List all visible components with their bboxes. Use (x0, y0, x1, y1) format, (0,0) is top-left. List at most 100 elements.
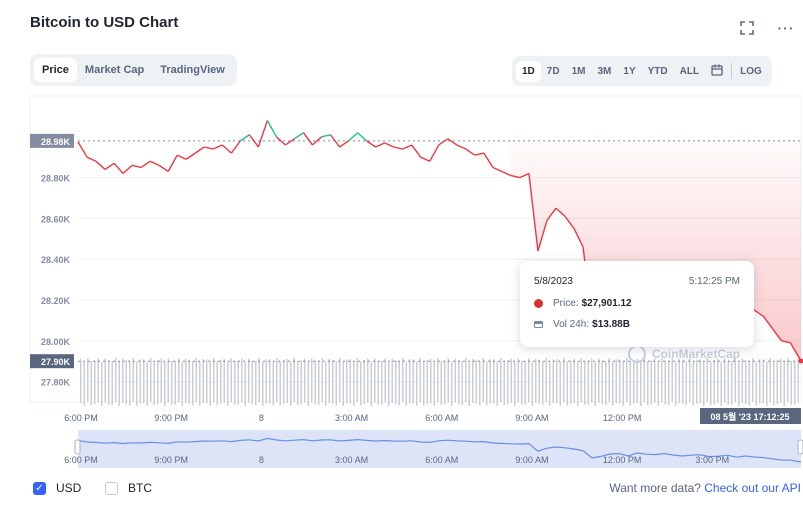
price-line-segment (501, 170, 512, 177)
volume-bar (598, 358, 600, 403)
volume-bar (160, 358, 162, 403)
volume-bar (192, 361, 194, 406)
range-all[interactable]: ALL (679, 65, 700, 77)
volume-bar (517, 358, 519, 403)
navigator-right-handle (797, 439, 803, 455)
price-line-segment (294, 132, 304, 140)
range-1y[interactable]: 1Y (623, 65, 636, 77)
price-line-segment (375, 142, 385, 148)
tab-market-cap[interactable]: Market Cap (84, 64, 145, 76)
usd-toggle[interactable]: ✓ USD (33, 481, 81, 495)
price-tooltip: 5/8/2023 5:12:25 PM Price: $27,901.12 Vo… (520, 261, 754, 347)
price-line-segment (474, 152, 484, 156)
volume-bar (188, 360, 190, 405)
price-line-segment (510, 174, 521, 179)
volume-bar (454, 358, 456, 403)
range-3m[interactable]: 3M (597, 65, 612, 77)
expand-icon[interactable] (735, 16, 759, 40)
volume-bar (633, 359, 635, 404)
price-line-segment (789, 342, 802, 362)
range-1m[interactable]: 1M (571, 65, 586, 77)
price-line-segment (402, 144, 412, 150)
volume-bar (94, 360, 96, 405)
price-line-segment (221, 144, 232, 154)
price-line-segment (204, 146, 214, 150)
volume-bar (276, 358, 278, 403)
volume-bar (122, 358, 124, 403)
tooltip-volume-value: $13.88B (592, 319, 630, 330)
price-line-segment (194, 146, 205, 154)
volume-bar (654, 358, 656, 403)
btc-checkbox-icon[interactable] (105, 481, 118, 495)
volume-bar (657, 361, 659, 406)
volume-bar (612, 361, 614, 406)
volume-bar (689, 358, 691, 403)
volume-bar (496, 361, 498, 406)
calendar-icon[interactable] (705, 59, 729, 84)
volume-bar (724, 358, 726, 403)
volume-bar (584, 360, 586, 405)
volume-bar (671, 358, 673, 403)
tab-tradingview[interactable]: TradingView (160, 64, 225, 76)
price-line-segment (555, 207, 566, 217)
range-7d[interactable]: 7D (546, 65, 560, 77)
volume-bar (206, 359, 208, 404)
volume-bar (678, 358, 680, 403)
x-tick-label: 8 (259, 413, 264, 423)
volume-bar (178, 358, 180, 403)
volume-bar (262, 361, 264, 406)
range-1d[interactable]: 1D (516, 60, 541, 82)
volume-bar (90, 360, 92, 405)
more-options-button[interactable]: ··· (777, 20, 795, 36)
y-tick-label: 28.80K (41, 174, 71, 184)
volume-bar (265, 359, 267, 404)
volume-bar (391, 358, 393, 403)
volume-bar (797, 358, 799, 403)
volume-bar (493, 359, 495, 404)
volume-bar (143, 359, 145, 404)
price-line-segment (122, 164, 133, 175)
below-open-fill (510, 140, 801, 361)
btc-toggle[interactable]: BTC (105, 481, 152, 495)
tab-price[interactable]: Price (34, 58, 77, 82)
volume-bar (202, 359, 204, 404)
volume-bar (664, 360, 666, 405)
volume-bar (332, 359, 334, 404)
volume-bar (745, 359, 747, 404)
volume-bar (507, 360, 509, 405)
crosshair-time-label: 08 5월 '23 17:12:25 (711, 411, 790, 422)
volume-bar (528, 358, 530, 403)
volume-bar (692, 361, 694, 406)
price-line-segment (248, 134, 259, 148)
volume-bar (381, 360, 383, 405)
volume-bar (636, 358, 638, 403)
volume-bar (486, 361, 488, 406)
volume-bar (132, 358, 134, 403)
tooltip-price-row: Price: $27,901.12 (534, 298, 632, 309)
volume-bar (552, 359, 554, 404)
volume-bar (279, 361, 281, 406)
volume-bar (682, 359, 684, 404)
volume-bar (780, 358, 782, 403)
log-scale-toggle[interactable]: LOG (740, 65, 762, 77)
price-line-segment (77, 141, 88, 158)
price-dot-icon (534, 299, 543, 308)
price-chart[interactable]: 28.80K 28.60K 28.40K 28.20K 28.00K 27.80K 28.9… (0, 0, 803, 475)
volume-bar (405, 361, 407, 406)
volume-bar (762, 359, 764, 404)
usd-checkbox-icon[interactable]: ✓ (33, 481, 46, 495)
open-price-badge (30, 133, 74, 148)
volume-bar (643, 358, 645, 403)
volume-bar (101, 361, 103, 406)
volume-bar (500, 358, 502, 403)
x-tick-label: 12:00 PM (603, 413, 642, 423)
price-line-segment (384, 142, 394, 148)
volume-bar (174, 360, 176, 405)
api-promo: Want more data? Check out our API (609, 481, 801, 495)
volume-bar (416, 361, 418, 406)
current-price-point (798, 358, 803, 364)
range-ytd[interactable]: YTD (647, 65, 668, 77)
volume-bar (311, 358, 313, 403)
volume-bar (360, 361, 362, 406)
api-link[interactable]: Check out our API (704, 481, 801, 495)
